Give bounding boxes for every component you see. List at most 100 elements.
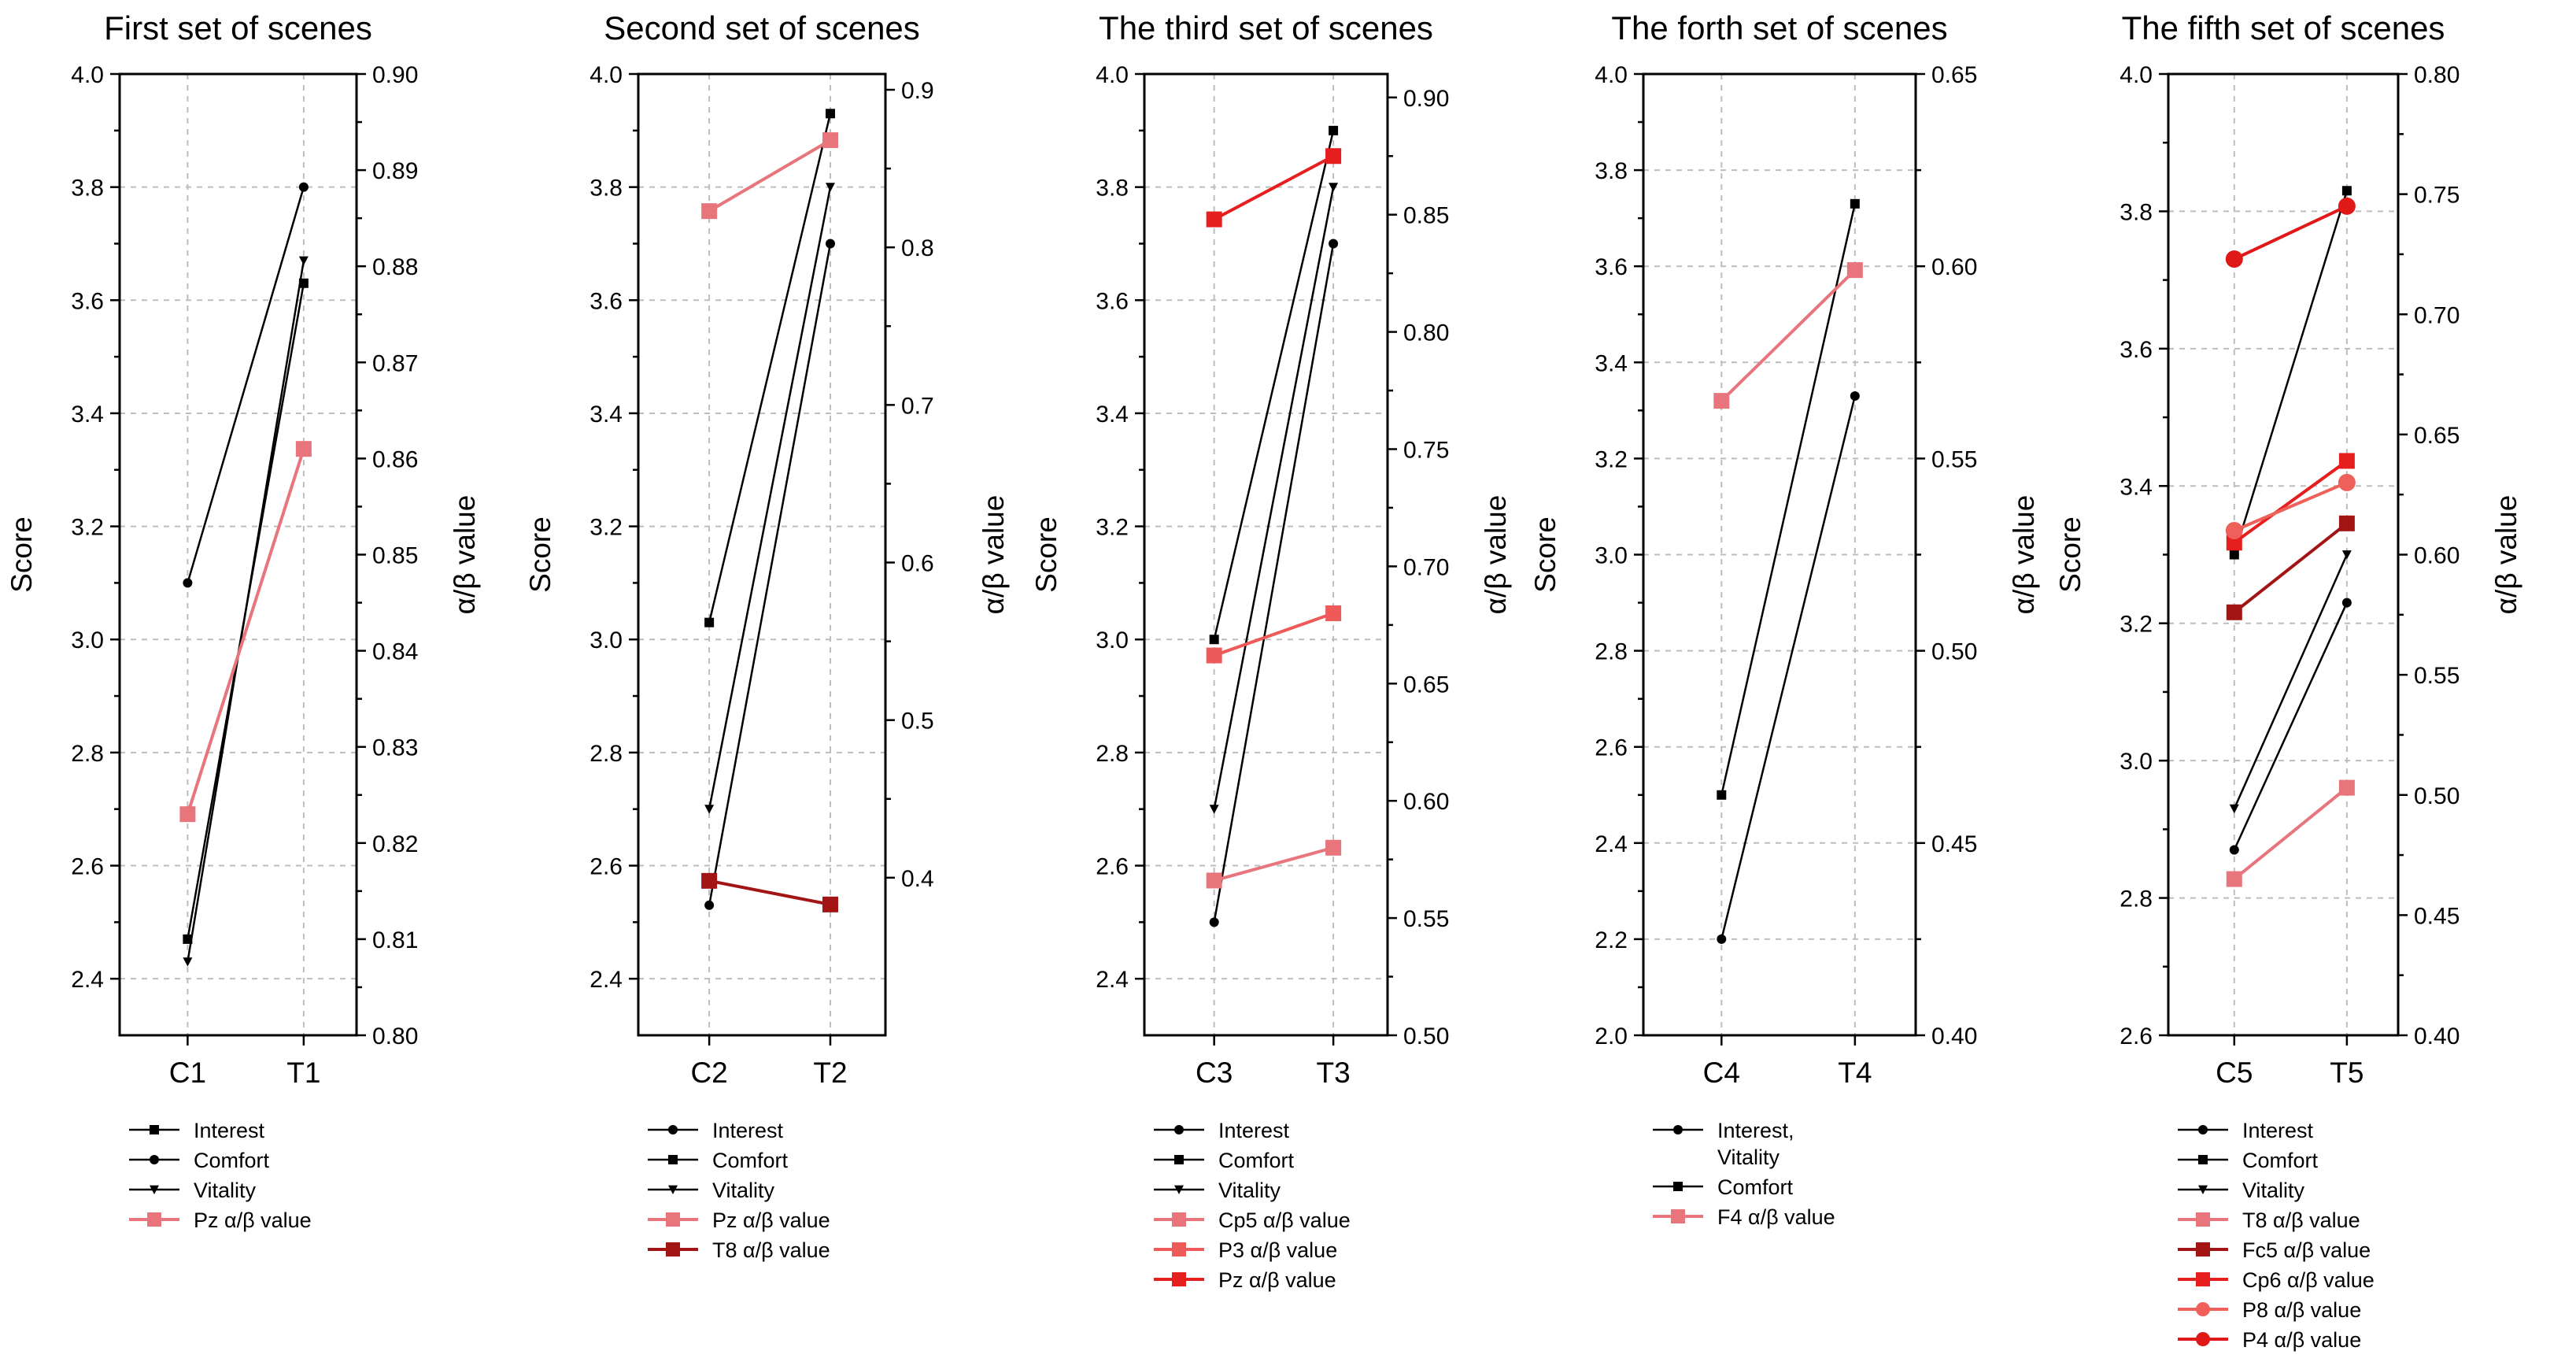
chart-title: First set of scenes (104, 9, 372, 46)
y2-axis-label: α/β value (978, 495, 1010, 615)
y-tick-label: 3.6 (1595, 254, 1628, 280)
data-point-3-2 (298, 256, 309, 266)
y-tick-label: 3.8 (1595, 158, 1628, 184)
legend-label: Comfort (194, 1149, 270, 1172)
y2-tick-label: 0.70 (2414, 302, 2460, 328)
y-tick-label: 2.6 (1096, 854, 1129, 880)
y2-tick-label: 0.65 (1403, 672, 1449, 698)
legend-label: T8 α/β value (712, 1238, 830, 1262)
data-point-6-2 (2338, 453, 2355, 469)
data-point-3-2 (2341, 550, 2352, 560)
series-line-4 (708, 139, 831, 213)
series-line-6 (1213, 154, 1335, 221)
y2-tick-label: 0.75 (1403, 437, 1449, 463)
series-line-3 (1720, 268, 1857, 402)
legend-marker (2196, 1242, 2210, 1257)
data-point-2-1 (1717, 790, 1727, 800)
y-tick-label: 3.0 (1595, 543, 1628, 569)
y-tick-label: 3.2 (71, 515, 104, 541)
y-tick-label: 3.8 (1096, 176, 1129, 202)
data-point-1-2 (1329, 239, 1339, 249)
series-line-2 (2233, 190, 2349, 555)
data-point-4-1 (1206, 872, 1222, 889)
y-tick-label: 3.8 (2120, 199, 2153, 225)
legend-label: Pz α/β value (194, 1208, 312, 1232)
y-tick-label: 2.0 (1595, 1023, 1628, 1049)
y2-tick-label: 0.85 (1403, 203, 1449, 229)
legend-marker (1174, 1155, 1184, 1164)
y-tick-label: 3.0 (1096, 627, 1129, 653)
legend-marker (666, 1242, 680, 1257)
legend-marker (666, 1212, 680, 1227)
y2-tick-label: 0.84 (372, 639, 418, 665)
y2-axis-label: α/β value (1480, 495, 1512, 615)
legend-marker (150, 1155, 159, 1164)
y-tick-label: 2.8 (1096, 741, 1129, 767)
legend-label: P8 α/β value (2242, 1298, 2361, 1322)
y2-tick-label: 0.4 (901, 866, 934, 892)
legend-marker (1172, 1272, 1186, 1286)
chart-panel-1: First set of scenes 2.4 2.6 2.8 3.0 3.2 3.4 3.6… (6, 9, 481, 1232)
legend-label: Comfort (712, 1149, 789, 1172)
y2-tick-label: 0.40 (2414, 1023, 2460, 1049)
data-point-3-1 (704, 805, 715, 814)
data-point-6-1 (1206, 211, 1222, 228)
data-point-3-2 (825, 183, 835, 192)
y2-tick-label: 0.50 (1403, 1023, 1449, 1049)
y2-tick-label: 0.60 (1931, 254, 1977, 280)
chart-title: The forth set of scenes (1611, 9, 1947, 46)
y-axis-label: Score (2054, 516, 2086, 593)
y2-tick-label: 0.70 (1403, 554, 1449, 580)
x-tick-label: C3 (1196, 1057, 1233, 1089)
y-axis-label: Score (1529, 516, 1561, 593)
series-line-1 (1213, 243, 1335, 923)
series-line-3 (2233, 553, 2349, 809)
x-tick-label: C2 (690, 1057, 727, 1089)
y-tick-label: 3.6 (71, 288, 104, 314)
y-tick-label: 2.6 (2120, 1023, 2153, 1049)
y-tick-label: 2.6 (71, 854, 104, 880)
plot-frame (118, 72, 358, 1037)
y-tick-label: 3.2 (2120, 612, 2153, 638)
data-point-3-2 (1846, 262, 1863, 279)
series-line-7 (2234, 481, 2348, 532)
data-point-5-2 (822, 896, 838, 912)
y-tick-label: 3.4 (2120, 474, 2153, 500)
data-point-4-2 (295, 441, 312, 457)
legend-label: T8 α/β value (2242, 1208, 2360, 1232)
y2-tick-label: 0.89 (372, 158, 418, 184)
y2-tick-label: 0.87 (372, 350, 418, 376)
data-point-7-1 (2225, 521, 2243, 539)
series-line-2 (1213, 130, 1335, 640)
y-tick-label: 3.8 (589, 176, 623, 202)
y-tick-label: 3.6 (1096, 288, 1129, 314)
data-point-2-2 (825, 109, 835, 119)
y-tick-label: 2.4 (1595, 831, 1628, 857)
legend-label-line2: Vitality (1717, 1145, 1780, 1169)
legend-label: Comfort (2242, 1149, 2319, 1172)
y-tick-label: 3.2 (1595, 446, 1628, 472)
chart-title: Second set of scenes (604, 9, 920, 46)
x-tick-label: T3 (1316, 1057, 1350, 1089)
series-line-4 (186, 448, 305, 815)
chart-panel-3: The third set of scenes 2.4 2.6 2.8 3.0 3.2 3.… (1030, 9, 1512, 1292)
legend-marker (668, 1155, 678, 1164)
legend-label: Interest, (1717, 1119, 1794, 1142)
legend-marker (2196, 1332, 2210, 1346)
chart-panel-5: The fifth set of scenes 2.6 2.8 3.0 3.2 3.4 3.… (2054, 9, 2522, 1352)
y2-tick-label: 0.8 (901, 235, 934, 261)
chart-panel-4: The forth set of scenes 2.0 2.2 2.4 2.6 2.8 3.… (1529, 9, 2040, 1229)
y2-tick-label: 0.85 (372, 543, 418, 569)
series-line-3 (1213, 187, 1335, 809)
data-point-2-1 (1209, 635, 1219, 645)
legend-marker (1673, 1125, 1683, 1134)
y2-tick-label: 0.55 (1931, 446, 1977, 472)
y2-tick-label: 0.60 (1403, 789, 1449, 815)
data-point-3-1 (1713, 393, 1730, 409)
legend-marker (150, 1185, 159, 1194)
series-line-2 (1720, 203, 1857, 796)
legend-label: Vitality (1218, 1179, 1281, 1202)
y-tick-label: 3.0 (71, 627, 104, 653)
plot-frame (637, 72, 887, 1037)
series-line-1 (1720, 395, 1857, 940)
